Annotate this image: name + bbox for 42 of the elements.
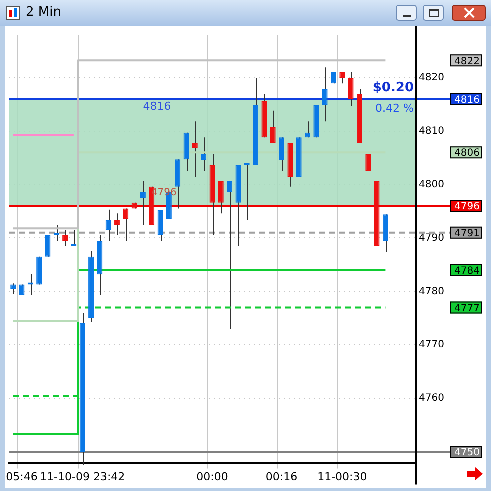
y-tick-label: 4760 — [419, 393, 444, 404]
candlestick — [54, 224, 60, 242]
candlestick — [322, 67, 328, 122]
candlestick — [201, 137, 207, 172]
text: 4777 — [454, 303, 480, 314]
y-tick-label: 4780 — [419, 286, 444, 298]
candlestick — [45, 235, 51, 258]
x-tick-label: 00:00 — [196, 470, 228, 484]
text: 4806 — [454, 148, 480, 160]
candlestick — [158, 210, 164, 242]
candlestick — [227, 180, 233, 330]
y-tick-label: 4820 — [419, 72, 444, 84]
candlestick — [10, 283, 16, 295]
chart-title: 2 Min — [26, 5, 62, 20]
text: 4784 — [454, 266, 480, 277]
candlestick — [348, 72, 354, 107]
y-tick-label: 4810 — [419, 126, 444, 137]
x-tick-label: 11-10-09 23:42 — [40, 470, 126, 484]
text: 4822 — [454, 56, 480, 68]
candlestick — [218, 180, 224, 214]
ref-line-label: 4796 — [454, 202, 480, 213]
candlestick — [270, 110, 276, 144]
candlestick — [62, 230, 68, 247]
y-tick-label: 4770 — [419, 340, 444, 351]
candlestick — [114, 213, 120, 236]
annotation: 0.42 % — [376, 102, 414, 116]
ref-line-label: 4791 — [454, 228, 480, 240]
candlestick — [106, 209, 112, 242]
x-tick-label: 11-00:30 — [318, 470, 368, 484]
candlestick — [279, 137, 285, 172]
y-tick-label: 4800 — [419, 179, 444, 190]
x-tick-label: 00:16 — [266, 470, 298, 484]
y-tick-label: 4790 — [419, 232, 444, 244]
candlestick — [123, 208, 129, 242]
x-tick-label: 05:46 — [6, 470, 38, 484]
ref-line-label: 4816 — [454, 94, 480, 106]
ref-line-label: 4750 — [454, 448, 480, 459]
annotation: $0.20 — [372, 80, 414, 96]
candlestick — [140, 180, 146, 226]
annotation: 4816 — [143, 100, 172, 114]
candlestick — [192, 121, 198, 178]
candlestick — [305, 121, 310, 138]
